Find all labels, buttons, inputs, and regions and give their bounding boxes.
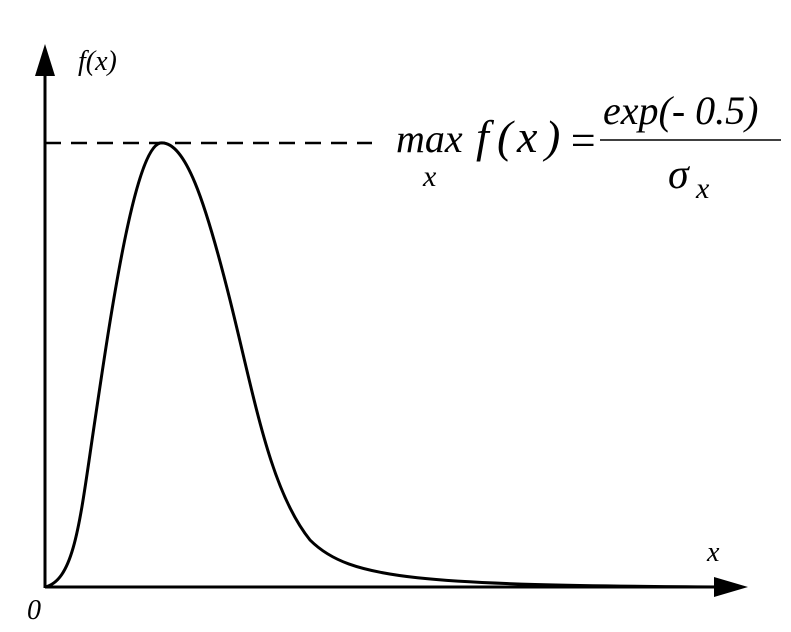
formula-denominator-sigma: σ <box>668 152 691 198</box>
formula-equals: = <box>568 116 598 165</box>
formula-close-paren: ) <box>542 111 560 162</box>
formula-max-operator: max <box>396 116 463 161</box>
y-axis-label: f(x) <box>78 46 117 77</box>
max-formula: max x f ( x ) = exp(- 0.5) σ x <box>396 88 781 205</box>
formula-function-name: f <box>476 111 495 162</box>
origin-label: 0 <box>27 595 41 626</box>
formula-denominator-subscript: x <box>695 172 710 205</box>
y-axis-arrowhead <box>35 44 55 76</box>
formula-argument: x <box>516 111 538 162</box>
formula-numerator: exp(- 0.5) <box>603 88 758 133</box>
x-axis-arrowhead <box>714 577 748 597</box>
x-axis-label: x <box>706 537 720 568</box>
formula-max-subscript: x <box>422 160 437 193</box>
formula-open-paren: ( <box>497 111 515 162</box>
density-curve <box>44 141 721 589</box>
